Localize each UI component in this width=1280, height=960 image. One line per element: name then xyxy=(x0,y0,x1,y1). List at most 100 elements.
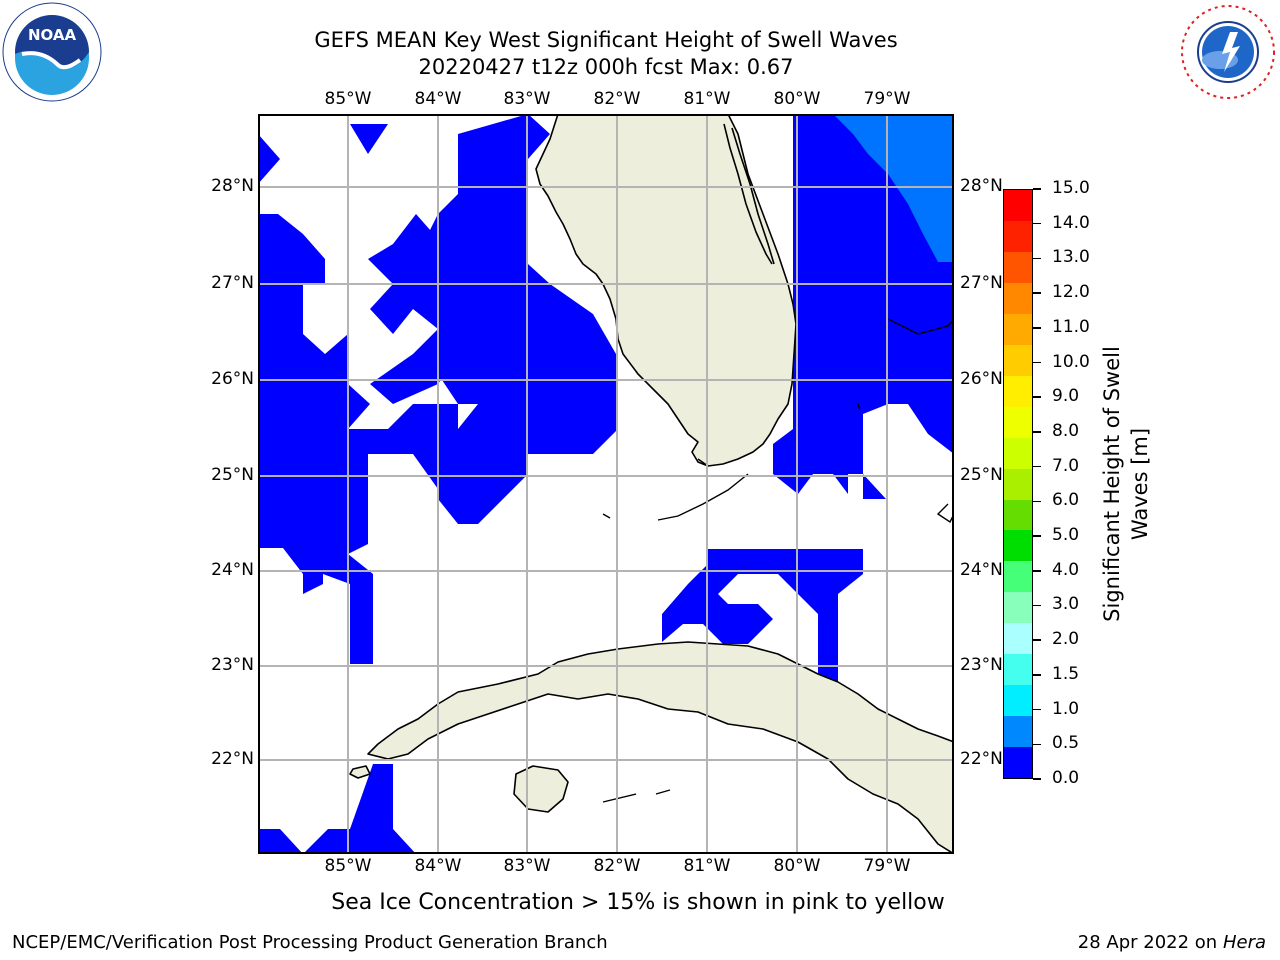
swell-field-mid xyxy=(833,114,954,262)
colorbar-band xyxy=(1004,190,1032,221)
lat-label-right: 27°N xyxy=(960,273,1003,293)
lon-label-bottom: 79°W xyxy=(863,856,911,876)
lon-label-top: 83°W xyxy=(503,89,551,109)
colorbar-band xyxy=(1004,499,1032,531)
colorbar-band xyxy=(1004,654,1032,686)
footer-left: NCEP/EMC/Verification Post Processing Pr… xyxy=(12,932,608,953)
colorbar-tick-mark xyxy=(1033,674,1041,676)
colorbar-band xyxy=(1004,406,1032,438)
lat-label-left: 22°N xyxy=(211,749,254,769)
colorbar-band xyxy=(1004,685,1032,717)
lat-label-left: 25°N xyxy=(211,465,254,485)
colorbar-tick-mark xyxy=(1033,361,1041,364)
colorbar-tick-label: 9.0 xyxy=(1052,386,1080,407)
lat-label-left: 24°N xyxy=(211,560,254,580)
colorbar-tick-label: 1.0 xyxy=(1052,698,1080,719)
colorbar-tick-mark xyxy=(1033,327,1041,329)
noaa-logo-text: NOAA xyxy=(28,26,77,44)
noaa-logo: NOAA xyxy=(2,2,102,102)
lon-label-bottom: 84°W xyxy=(414,856,462,876)
colorbar-tick-label: 0.0 xyxy=(1052,768,1080,788)
colorbar-band xyxy=(1004,344,1032,376)
colorbar-tick-mark xyxy=(1033,604,1041,607)
footer-right: 28 Apr 2022 on Hera xyxy=(1078,932,1266,953)
lon-label-top: 85°W xyxy=(324,89,372,109)
colorbar-tick-mark xyxy=(1033,535,1041,537)
colorbar-band xyxy=(1004,251,1032,283)
lat-label-left: 26°N xyxy=(211,369,254,389)
lat-label-left: 27°N xyxy=(211,273,254,293)
chart-title-line2: 20220427 t12z 000h fcst Max: 0.67 xyxy=(418,55,794,79)
footer-host: Hera xyxy=(1222,932,1266,953)
colorbar-tick-label: 6.0 xyxy=(1052,490,1080,511)
colorbar xyxy=(1003,189,1033,779)
lat-label-right: 22°N xyxy=(960,749,1003,769)
colorbar-tick-mark xyxy=(1033,222,1041,225)
lon-label-bottom: 80°W xyxy=(773,856,821,876)
lon-label-bottom: 85°W xyxy=(324,856,372,876)
colorbar-band xyxy=(1004,220,1032,252)
land-florida xyxy=(535,114,797,467)
colorbar-tick-label: 15.0 xyxy=(1052,178,1090,198)
lat-label-left: 28°N xyxy=(211,176,254,196)
colorbar-tick-label: 10.0 xyxy=(1052,351,1090,372)
colorbar-tick-mark xyxy=(1033,639,1041,641)
lon-label-bottom: 81°W xyxy=(683,856,731,876)
colorbar-tick-mark xyxy=(1033,188,1041,190)
lon-label-top: 81°W xyxy=(683,89,731,109)
colorbar-band xyxy=(1004,747,1032,778)
sea-ice-note: Sea Ice Concentration > 15% is shown in … xyxy=(331,890,945,915)
colorbar-tick-label: 3.0 xyxy=(1052,594,1080,615)
colorbar-ticks: 15.0 14.0 13.0 12.0 11.0 10.0 9.0 8.0 7.0 6.0 5.0 4… xyxy=(1033,178,1103,788)
colorbar-tick-mark xyxy=(1033,292,1041,294)
footer-date: 28 Apr 2022 on xyxy=(1077,932,1223,953)
colorbar-band xyxy=(1004,313,1032,345)
colorbar-tick-label: 4.0 xyxy=(1052,559,1080,580)
colorbar-tick-label: 1.5 xyxy=(1052,663,1080,684)
chart-title-line1: GEFS MEAN Key West Significant Height of… xyxy=(314,28,898,52)
colorbar-band xyxy=(1004,623,1032,655)
colorbar-tick-label: 2.0 xyxy=(1052,629,1080,650)
colorbar-tick-mark xyxy=(1033,570,1041,572)
lat-label-left: 23°N xyxy=(211,655,254,675)
colorbar-tick-label: 7.0 xyxy=(1052,455,1080,476)
lon-label-top: 82°W xyxy=(593,89,641,109)
colorbar-tick-mark xyxy=(1033,500,1041,503)
colorbar-tick-mark xyxy=(1033,431,1041,433)
lon-label-top: 80°W xyxy=(773,89,821,109)
gridlines xyxy=(258,114,954,854)
colorbar-tick-label: 8.0 xyxy=(1052,420,1080,441)
colorbar-band xyxy=(1004,282,1032,314)
colorbar-tick-mark xyxy=(1033,396,1041,398)
lat-label-right: 24°N xyxy=(960,560,1003,580)
lon-label-bottom: 82°W xyxy=(593,856,641,876)
colorbar-band xyxy=(1004,716,1032,748)
lat-label-right: 26°N xyxy=(960,369,1003,389)
colorbar-tick-label: 14.0 xyxy=(1052,212,1090,233)
colorbar-band xyxy=(1004,468,1032,500)
lat-label-right: 25°N xyxy=(960,465,1003,485)
colorbar-tick-label: 12.0 xyxy=(1052,282,1090,303)
colorbar-tick-label: 5.0 xyxy=(1052,525,1080,546)
colorbar-band xyxy=(1004,437,1032,469)
colorbar-tick-label: 11.0 xyxy=(1052,316,1090,337)
lat-label-right: 28°N xyxy=(960,176,1003,196)
nws-logo xyxy=(1178,2,1278,102)
colorbar-tick-mark xyxy=(1033,708,1041,711)
lon-label-top: 79°W xyxy=(863,89,911,109)
swell-field-low xyxy=(258,114,954,854)
map-panel xyxy=(258,114,954,854)
colorbar-tick-label: 13.0 xyxy=(1052,247,1090,268)
colorbar-tick-mark xyxy=(1033,465,1041,468)
colorbar-tick-label: 0.5 xyxy=(1052,733,1080,754)
colorbar-tick-mark xyxy=(1033,743,1041,746)
colorbar-tick-mark xyxy=(1033,778,1041,780)
colorbar-tick-mark xyxy=(1033,257,1041,260)
map-frame xyxy=(258,114,954,854)
colorbar-band xyxy=(1004,375,1032,407)
lon-label-bottom: 83°W xyxy=(503,856,551,876)
colorbar-band xyxy=(1004,561,1032,593)
colorbar-band xyxy=(1004,530,1032,562)
land-keys xyxy=(602,318,954,803)
colorbar-band xyxy=(1004,592,1032,624)
